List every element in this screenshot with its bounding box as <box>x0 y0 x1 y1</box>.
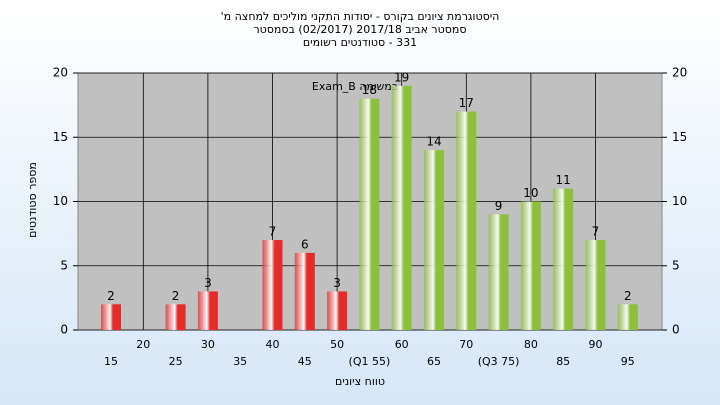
y-tick-label: 15 <box>53 130 68 144</box>
x-tick-label: (Q3 75) <box>478 355 520 368</box>
value-label: 2 <box>172 289 180 303</box>
x-tick-label: 15 <box>104 355 118 368</box>
y-tick-label: 0 <box>60 323 68 337</box>
bar <box>294 252 315 330</box>
y-tick-label: 5 <box>60 258 68 272</box>
x-tick-label: 80 <box>524 338 538 351</box>
annotation: במשימה Exam_B <box>312 80 398 93</box>
value-label: 6 <box>301 237 309 251</box>
value-label: 3 <box>204 276 212 290</box>
x-tick-label: 85 <box>556 355 570 368</box>
bar <box>520 201 541 330</box>
x-tick-label: 20 <box>136 338 150 351</box>
value-label: 7 <box>269 225 277 239</box>
value-label: 11 <box>556 173 571 187</box>
value-label: 10 <box>523 186 538 200</box>
x-tick-label: 95 <box>621 355 635 368</box>
bar <box>391 85 412 330</box>
value-label: 3 <box>333 276 341 290</box>
bar <box>424 150 444 330</box>
value-label: 2 <box>624 289 632 303</box>
bar <box>327 291 348 330</box>
y2-tick-label: 5 <box>672 258 680 272</box>
value-label: 9 <box>495 199 503 213</box>
chart-title: היסטוגרמת ציונים בקורס - יסודות התקני מו… <box>221 10 500 23</box>
x-tick-label: (Q1 55) <box>349 355 391 368</box>
y2-tick-label: 20 <box>672 66 687 80</box>
bar <box>617 304 638 330</box>
y2-tick-label: 10 <box>672 194 687 208</box>
value-label: 18 <box>362 83 377 97</box>
value-label: 2 <box>107 289 115 303</box>
x-tick-label: 70 <box>459 338 473 351</box>
x-tick-label: 50 <box>330 338 344 351</box>
bar <box>101 304 121 330</box>
y2-tick-label: 15 <box>672 130 687 144</box>
x-tick-label: 25 <box>169 355 183 368</box>
x-tick-label: 90 <box>589 338 603 351</box>
chart-subtitle: סמסטר אביב 2017/18 (02/2017) בסמסטר <box>253 23 466 36</box>
y-axis-label: מספר סטודנטים <box>26 162 39 238</box>
y-tick-label: 20 <box>53 66 68 80</box>
value-label: 17 <box>459 96 474 110</box>
x-tick-label: 35 <box>233 355 247 368</box>
bar <box>585 240 606 330</box>
x-tick-label: 30 <box>201 338 215 351</box>
value-label: 19 <box>394 70 409 84</box>
bar <box>553 188 574 330</box>
y-tick-label: 10 <box>53 194 68 208</box>
value-label: 14 <box>426 135 441 149</box>
chart-subtitle: 331 - סטודנטים רשומים <box>303 36 417 49</box>
x-axis-label: טווח ציונים <box>335 375 385 388</box>
x-tick-label: 60 <box>395 338 409 351</box>
bar <box>456 111 477 330</box>
value-label: 7 <box>592 225 600 239</box>
bar <box>197 291 218 330</box>
bar <box>359 98 380 330</box>
x-tick-label: 40 <box>266 338 280 351</box>
x-tick-label: 45 <box>298 355 312 368</box>
y2-tick-label: 0 <box>672 323 680 337</box>
x-tick-label: 65 <box>427 355 441 368</box>
bar <box>165 304 186 330</box>
bar <box>262 240 283 330</box>
bar <box>488 214 509 330</box>
